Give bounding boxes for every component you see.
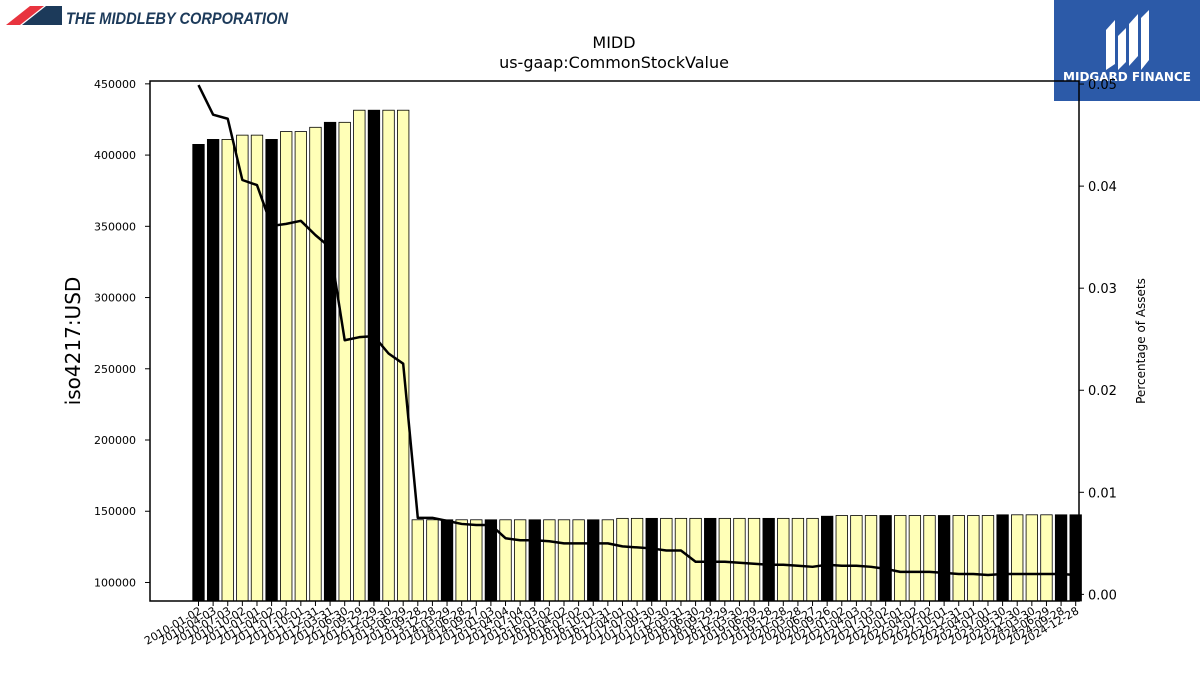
bar [894, 515, 907, 602]
y2-tick-label: 0.02 [1088, 384, 1117, 399]
y-tick-label: 250000 [94, 363, 136, 376]
bar [1011, 514, 1024, 602]
y2-tick-label: 0.04 [1088, 180, 1117, 195]
bar [777, 517, 790, 602]
bar [192, 143, 205, 602]
bar [411, 519, 424, 602]
y-tick-label: 200000 [94, 434, 136, 447]
plot-frame [149, 80, 1080, 602]
bar [937, 515, 951, 602]
bar [601, 519, 615, 602]
bar [397, 109, 410, 602]
bar [265, 139, 278, 602]
bar [440, 519, 454, 602]
y-tick-label: 450000 [94, 78, 136, 91]
bar [981, 515, 995, 602]
bar [323, 121, 337, 602]
chart-subtitle: us-gaap:CommonStockValue [499, 53, 729, 72]
y-axis-left: 100000 150000 200000 250000 300000 350000 4000… [94, 78, 150, 589]
y-tick-label: 350000 [94, 220, 136, 233]
bar [967, 515, 980, 602]
y2-tick-label: 0.05 [1088, 78, 1117, 93]
bar [879, 515, 892, 602]
bar [850, 515, 863, 602]
bar [543, 519, 556, 602]
company-name: THE MIDDLEBY CORPORATION [66, 9, 289, 28]
brand-name: MIDGARD FINANCE [1063, 70, 1191, 84]
bar [952, 515, 965, 602]
bar [338, 121, 351, 602]
pct-assets-line [197, 84, 1076, 577]
pct-line-group [197, 84, 1076, 577]
chart-title: MIDD [592, 33, 635, 52]
bar [1040, 514, 1053, 602]
y-tick-label: 100000 [94, 576, 136, 589]
bar [280, 131, 293, 602]
logo-red-stripe-icon [6, 6, 44, 25]
bar [1054, 514, 1068, 602]
bar [572, 519, 585, 602]
bar [528, 519, 541, 602]
bar [762, 517, 775, 602]
bar [996, 514, 1009, 602]
bar [660, 517, 673, 602]
bar [718, 517, 731, 602]
bar [923, 515, 936, 602]
company-logo: THE MIDDLEBY CORPORATION [6, 6, 289, 28]
bar [470, 519, 483, 602]
y-tick-label: 400000 [94, 149, 136, 162]
bar [630, 517, 644, 602]
bar [353, 109, 366, 602]
y2-tick-label: 0.00 [1088, 588, 1117, 603]
bar [484, 519, 498, 602]
bar [513, 519, 527, 602]
bar [645, 517, 658, 602]
bar [791, 517, 805, 602]
y-tick-label: 300000 [94, 292, 136, 305]
bar [674, 517, 688, 602]
bar [367, 109, 381, 602]
bar [426, 519, 439, 602]
bar [309, 126, 322, 602]
bar [733, 517, 746, 602]
y2-axis-label: Percentage of Assets [1134, 278, 1148, 404]
bar [835, 515, 848, 602]
bar [455, 519, 468, 602]
bar [236, 134, 249, 602]
brand-badge: MIDGARD FINANCE [1054, 0, 1200, 101]
bar [616, 517, 629, 602]
y2-tick-label: 0.01 [1088, 486, 1117, 501]
bar [806, 517, 819, 602]
bar [864, 515, 878, 602]
bar [908, 515, 922, 602]
bar [221, 139, 234, 602]
bar [557, 519, 571, 602]
bar [294, 131, 307, 602]
bar [704, 517, 717, 602]
bar [1025, 514, 1038, 602]
y-axis-right: 0.00 0.01 0.02 0.03 0.04 0.05 [1079, 78, 1117, 603]
brand-mark-icon [1106, 10, 1149, 70]
bar [250, 134, 264, 602]
bar [499, 519, 512, 602]
y-axis-label: iso4217:USD [61, 277, 85, 406]
bar [821, 515, 834, 602]
x-axis: 2010-01-022010-04-032010-07-032010-10-02… [142, 601, 1081, 648]
y-tick-label: 150000 [94, 505, 136, 518]
y2-tick-label: 0.03 [1088, 282, 1117, 297]
bar [587, 519, 600, 602]
bars-group [192, 109, 1082, 602]
bar [747, 517, 761, 602]
bar [206, 139, 220, 602]
logo-navy-stripe-icon [22, 6, 62, 25]
